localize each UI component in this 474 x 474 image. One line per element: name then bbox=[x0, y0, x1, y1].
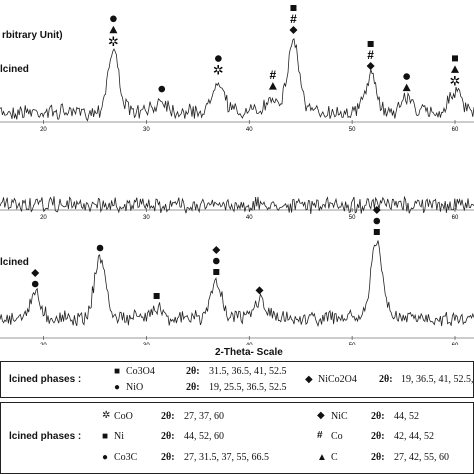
marker-diamond bbox=[212, 246, 221, 254]
marker-triangle bbox=[451, 65, 459, 73]
legend-phase-co: Co bbox=[331, 431, 343, 442]
xrd-chart: 20 30 40 50 60 ✲ ✲ # # # ✲ 20 30 40 50 60 20 30 40 50 60 bbox=[0, 5, 474, 345]
legend-phase-nio: NiO bbox=[126, 382, 144, 393]
circle-icon: ● bbox=[102, 452, 109, 463]
marker-diamond bbox=[31, 269, 40, 277]
marker-square bbox=[153, 293, 160, 299]
legend-values: 44, 52 bbox=[394, 411, 419, 422]
legend-theta-label: 2θ: bbox=[371, 452, 385, 463]
marker-square bbox=[373, 229, 380, 235]
legend-theta-label: 2θ: bbox=[371, 431, 385, 442]
legend-values: 42, 44, 52 bbox=[394, 431, 434, 442]
xrd-trace bbox=[0, 37, 474, 122]
tick-label: 50 bbox=[349, 343, 356, 345]
circle-icon: ● bbox=[114, 382, 121, 393]
legend-2-title: lcined phases : bbox=[9, 431, 82, 442]
legend-phase-nico2o4: NiCo2O4 bbox=[318, 374, 357, 385]
legend-theta-label: 2θ: bbox=[186, 366, 200, 377]
tick-label: 60 bbox=[452, 127, 459, 133]
marker-circle bbox=[403, 73, 410, 80]
legend-phase-c: C bbox=[331, 452, 338, 463]
marker-diamond bbox=[289, 26, 298, 34]
diamond-icon: ◆ bbox=[317, 410, 325, 421]
tick-label: 40 bbox=[246, 215, 253, 221]
marker-square bbox=[367, 41, 374, 47]
legend-1-title: lcined phases : bbox=[9, 374, 82, 385]
legend-theta-label: 2θ: bbox=[161, 452, 175, 463]
marker-circle bbox=[158, 85, 166, 93]
legend-phase-nic: NiC bbox=[331, 411, 348, 422]
marker-circle bbox=[31, 280, 39, 288]
marker-circle bbox=[212, 257, 220, 265]
legend-box-1: lcined phases : ■ Co3O4 2θ: 31.5, 36.5, … bbox=[0, 361, 474, 398]
marker-triangle bbox=[268, 82, 277, 90]
marker-hash: # bbox=[367, 48, 374, 62]
triangle-icon: ▲ bbox=[317, 452, 327, 463]
tick-label: 50 bbox=[349, 215, 356, 221]
marker-hash: # bbox=[290, 12, 297, 26]
tick-label: 20 bbox=[40, 215, 47, 221]
tick-label: 40 bbox=[246, 343, 253, 345]
marker-diamond bbox=[372, 206, 381, 214]
tick-label: 30 bbox=[143, 127, 150, 133]
marker-circle bbox=[373, 217, 381, 225]
x-axis-label: 2-Theta- Scale bbox=[215, 347, 283, 358]
xrd-trace bbox=[0, 240, 474, 328]
legend-theta-label: 2θ: bbox=[161, 431, 175, 442]
asterisk-icon: ✲ bbox=[102, 410, 111, 421]
xrd-trace bbox=[0, 195, 474, 215]
marker-square bbox=[213, 269, 220, 275]
hash-icon: # bbox=[317, 430, 323, 441]
tick-label: 60 bbox=[452, 215, 459, 221]
panel-1-label: lcined bbox=[0, 64, 29, 75]
marker-hash: # bbox=[270, 68, 277, 82]
tick-label: 60 bbox=[452, 343, 459, 345]
marker-square bbox=[290, 5, 297, 11]
square-icon: ■ bbox=[102, 431, 109, 442]
tick-label: 30 bbox=[143, 343, 150, 345]
legend-theta-label: 2θ: bbox=[379, 374, 393, 385]
panel-3-label: lcined bbox=[0, 257, 29, 268]
tick-label: 50 bbox=[349, 127, 356, 133]
legend-phase-co3c: Co3C bbox=[114, 452, 138, 463]
square-icon: ■ bbox=[114, 366, 121, 377]
legend-values: 27, 31.5, 37, 55, 66.5 bbox=[184, 452, 269, 463]
marker-triangle bbox=[109, 25, 118, 34]
diamond-icon: ◆ bbox=[305, 374, 313, 385]
tick-label: 20 bbox=[40, 343, 47, 345]
y-axis-label-fragment: rbitrary Unit) bbox=[2, 30, 63, 41]
marker-asterisk: ✲ bbox=[213, 64, 224, 79]
legend-phase-coo: CoO bbox=[114, 411, 133, 422]
marker-circle bbox=[215, 55, 222, 62]
tick-label: 40 bbox=[246, 127, 253, 133]
legend-phase-ni: Ni bbox=[114, 431, 124, 442]
legend-values: 19, 36.5, 41, 52.5, 65 bbox=[401, 374, 474, 385]
marker-asterisk: ✲ bbox=[108, 35, 119, 50]
legend-values: 44, 52, 60 bbox=[184, 431, 224, 442]
marker-diamond bbox=[366, 62, 375, 70]
tick-label: 20 bbox=[40, 127, 47, 133]
legend-values: 27, 42, 55, 60 bbox=[394, 452, 449, 463]
legend-values: 19, 25.5, 36.5, 52.5 bbox=[209, 382, 287, 393]
marker-triangle bbox=[402, 83, 411, 92]
legend-theta-label: 2θ: bbox=[161, 411, 175, 422]
marker-circle bbox=[96, 244, 104, 252]
legend-values: 31.5, 36.5, 41, 52.5 bbox=[209, 366, 287, 377]
marker-asterisk: ✲ bbox=[450, 74, 461, 89]
tick-label: 30 bbox=[143, 215, 150, 221]
marker-diamond bbox=[255, 286, 264, 295]
legend-theta-label: 2θ: bbox=[371, 411, 385, 422]
legend-theta-label: 2θ: bbox=[186, 382, 200, 393]
marker-circle bbox=[110, 15, 117, 23]
legend-box-2: lcined phases : ✲ CoO 2θ: 27, 37, 60 ■ N… bbox=[0, 402, 474, 474]
marker-square bbox=[452, 55, 458, 62]
legend-values: 27, 37, 60 bbox=[184, 411, 224, 422]
legend-phase-co3o4: Co3O4 bbox=[126, 366, 155, 377]
